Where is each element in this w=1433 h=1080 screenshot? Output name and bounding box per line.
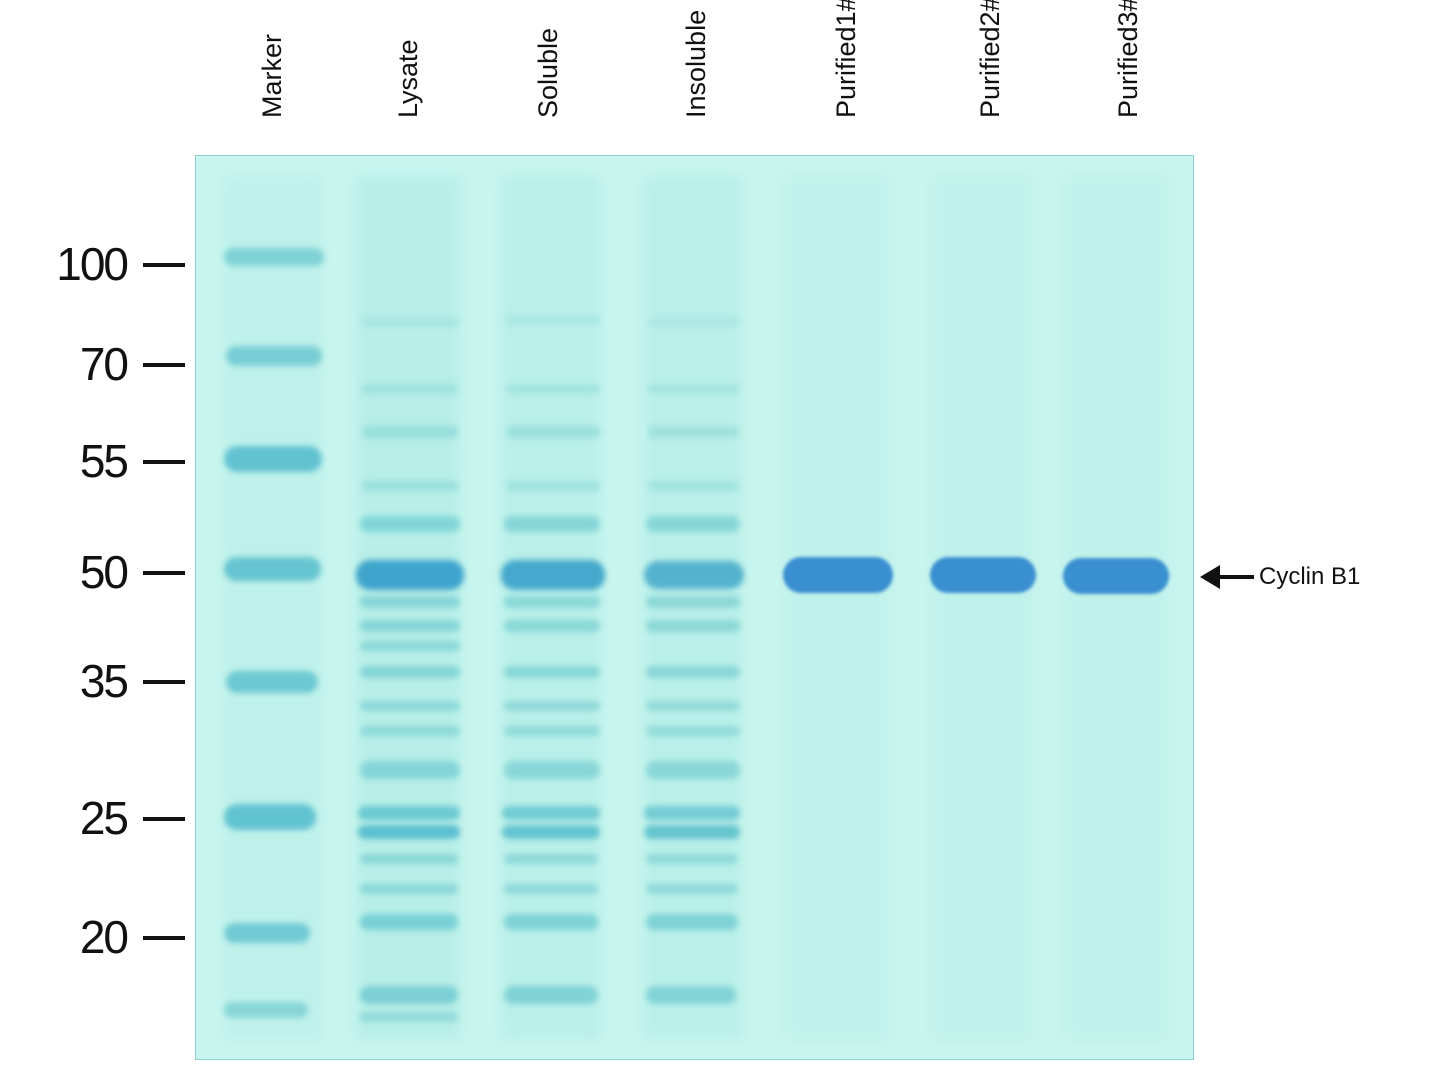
lane-label-marker: Marker [252,0,292,148]
mw-label: 55 [79,435,129,487]
mw-marker-55: 55 [0,438,185,484]
lane-purified2 [931,176,1035,1039]
marker-band-25 [224,804,316,830]
lane-label-text: Marker [257,33,287,118]
mw-tick [143,571,185,575]
mw-tick [143,460,185,464]
marker-band-100 [224,248,324,266]
lane-label-text: Soluble [533,27,563,118]
lane-label-text: Purified3# [1113,0,1143,118]
mw-label: 25 [79,792,129,844]
mw-label: 50 [79,546,129,598]
lane-marker [223,176,323,1039]
mw-marker-100: 100 [0,241,185,287]
mw-marker-50: 50 [0,549,185,595]
lane-label-text: Purified2# [975,0,1005,118]
lane-label-text: Insoluble [681,9,711,118]
mw-marker-35: 35 [0,658,185,704]
lane-label-lysate: Lysate [388,0,428,148]
lane-label-soluble: Soluble [528,0,568,148]
insoluble-cyclin-b1-band [644,561,744,589]
lane-purified1 [784,176,892,1039]
gel-image [195,155,1194,1060]
mw-tick [143,363,185,367]
marker-band-55 [224,446,322,472]
mw-tick [143,680,185,684]
lane-purified3 [1064,176,1170,1039]
lane-label-text: Purified1# [831,0,861,118]
lane-label-insoluble: Insoluble [676,0,716,148]
mw-tick [143,263,185,267]
purified2-cyclin-b1-band [930,557,1036,593]
mw-marker-25: 25 [0,795,185,841]
lane-label-text: Lysate [393,39,423,118]
mw-label: 100 [56,238,129,290]
mw-marker-20: 20 [0,914,185,960]
purified3-cyclin-b1-band [1063,558,1169,594]
mw-label: 20 [79,911,129,963]
lysate-cyclin-b1-band [356,560,464,590]
marker-band-50 [224,557,321,581]
marker-band-35 [226,671,318,693]
mw-tick [143,936,185,940]
cyclin-b1-annotation: Cyclin B1 [1200,560,1360,594]
purified1-cyclin-b1-band [783,557,893,593]
marker-band-17 [224,1002,308,1018]
left-arrow-icon [1200,562,1254,592]
marker-band-20 [224,923,310,943]
lane-label-purified2: Purified2# [970,0,1010,148]
mw-label: 70 [79,338,129,390]
mw-label: 35 [79,655,129,707]
lane-label-purified1: Purified1# [826,0,866,148]
mw-marker-70: 70 [0,341,185,387]
marker-band-70 [226,346,322,366]
annotation-label: Cyclin B1 [1259,563,1361,590]
soluble-cyclin-b1-band [501,560,605,590]
lane-label-purified3: Purified3# [1108,0,1148,148]
mw-tick [143,817,185,821]
